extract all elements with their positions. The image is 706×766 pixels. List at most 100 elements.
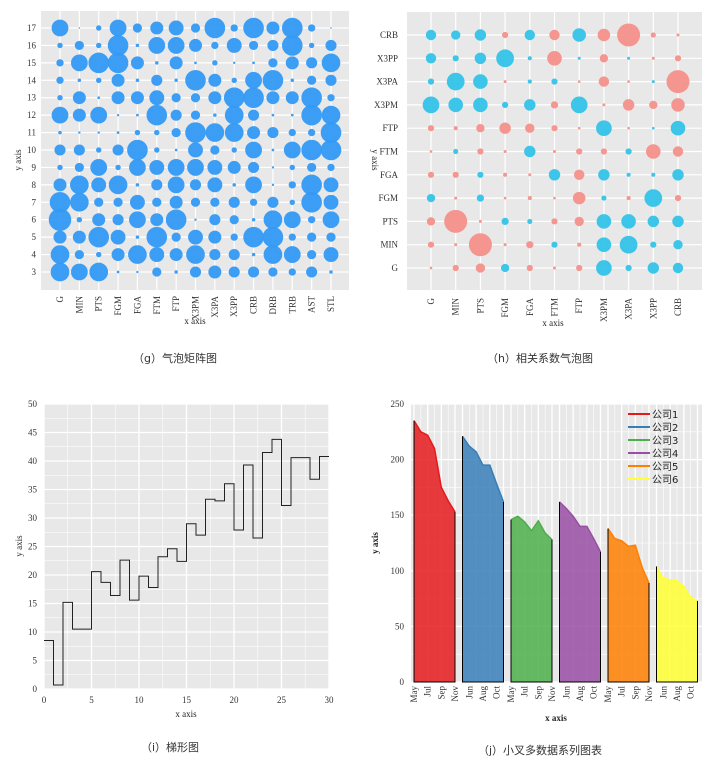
bubble xyxy=(150,21,164,35)
legend-label: 公司3 xyxy=(652,436,678,447)
x-tick-label: AST xyxy=(307,296,317,314)
bubble xyxy=(169,248,183,262)
y-tick-label: FTP xyxy=(382,123,398,133)
bubble-negative xyxy=(617,23,641,47)
bubble xyxy=(111,91,125,105)
bubble xyxy=(205,123,225,142)
bubble-positive xyxy=(551,78,558,85)
bubble xyxy=(194,218,197,221)
bubble xyxy=(245,71,262,89)
x-tick-label: Nov xyxy=(547,686,557,702)
bubble-negative xyxy=(503,80,507,84)
y-tick-label: 4 xyxy=(32,250,37,260)
bubble xyxy=(70,175,89,195)
bubble xyxy=(57,164,63,171)
bubble-negative xyxy=(426,217,436,226)
bubble-positive xyxy=(596,214,612,229)
bubble-negative xyxy=(526,264,533,272)
bubble xyxy=(245,176,262,194)
bubble-negative xyxy=(427,171,435,178)
bubble xyxy=(74,249,84,260)
bubble xyxy=(320,139,342,161)
bubble xyxy=(209,249,221,261)
bubble xyxy=(267,196,279,208)
area-outline xyxy=(656,566,698,683)
bubble xyxy=(97,131,100,134)
bubble xyxy=(211,41,219,50)
bubble-negative xyxy=(526,241,534,249)
bubble-negative xyxy=(552,266,557,270)
bubble xyxy=(51,19,69,37)
y-tick-label: 20 xyxy=(28,570,38,580)
bubble-negative xyxy=(502,31,509,39)
y-tick-label: FGM xyxy=(378,193,398,203)
bubble-negative xyxy=(452,264,459,272)
bubble xyxy=(111,248,125,262)
area-outline xyxy=(510,519,553,683)
y-tick-label: 15 xyxy=(27,58,37,68)
bubble xyxy=(188,142,203,158)
bubble xyxy=(321,53,341,73)
bubble xyxy=(116,113,120,117)
bubble xyxy=(90,159,108,176)
x-tick-label: Jun xyxy=(561,686,571,699)
y-tick-label: 9 xyxy=(32,162,37,172)
bubble xyxy=(149,159,165,175)
caption: （h）相关系数气泡图 xyxy=(487,351,593,365)
bubble xyxy=(56,76,64,84)
bubble xyxy=(169,195,183,209)
legend-label: 公司6 xyxy=(652,475,678,486)
bubble xyxy=(185,122,206,143)
bubble xyxy=(149,247,165,263)
x-tick-label: Jul xyxy=(520,686,530,697)
bubble xyxy=(232,183,236,187)
x-tick-label: G xyxy=(426,298,436,305)
bubble-negative xyxy=(674,55,682,62)
bubble xyxy=(263,210,283,230)
bubble xyxy=(174,270,178,274)
x-tick-label: FGM xyxy=(113,296,123,316)
y-tick-label: 12 xyxy=(27,110,36,120)
bubble xyxy=(213,113,217,117)
bubble xyxy=(243,17,264,39)
bubble xyxy=(248,109,260,121)
bubble xyxy=(288,181,296,189)
bubble-negative xyxy=(574,169,585,180)
bubble-negative xyxy=(576,264,583,272)
y-tick-label: 16 xyxy=(27,40,37,50)
x-axis-label: x axis xyxy=(175,709,197,719)
y-tick-label: 14 xyxy=(27,75,37,85)
y-tick-label: 50 xyxy=(395,621,405,631)
y-tick-label: 250 xyxy=(391,399,405,409)
bubble-positive xyxy=(601,195,607,201)
series-line xyxy=(558,501,602,553)
bubble-negative xyxy=(676,33,680,37)
bubble xyxy=(262,69,284,91)
y-tick-label: 40 xyxy=(28,456,38,466)
bubble-negative xyxy=(674,195,682,202)
bubble xyxy=(233,61,236,65)
bubble xyxy=(224,123,244,142)
bubble-positive xyxy=(548,169,561,181)
bubble-negative xyxy=(503,149,507,154)
y-tick-label: 17 xyxy=(27,23,37,33)
x-tick-label: FTP xyxy=(171,296,181,312)
bubble xyxy=(89,262,109,282)
bubble-positive xyxy=(670,120,686,136)
caption: （g）气泡矩阵图 xyxy=(133,351,217,365)
bubble xyxy=(51,106,69,124)
bubble xyxy=(207,177,223,193)
x-tick-label: FGA xyxy=(132,296,142,315)
y-tick-label: X3PP xyxy=(377,53,398,63)
bubble xyxy=(72,91,86,105)
bubble-negative xyxy=(427,241,435,248)
bubble-negative xyxy=(549,29,560,41)
x-tick-label: PTS xyxy=(94,296,104,312)
bubble-positive xyxy=(426,193,436,203)
bubble-negative xyxy=(572,191,586,205)
bubble xyxy=(190,110,201,120)
bubble xyxy=(327,163,335,172)
y-tick-label: 5 xyxy=(33,656,38,666)
y-tick-label: 7 xyxy=(32,197,37,207)
x-tick-label: TRB xyxy=(287,296,297,314)
